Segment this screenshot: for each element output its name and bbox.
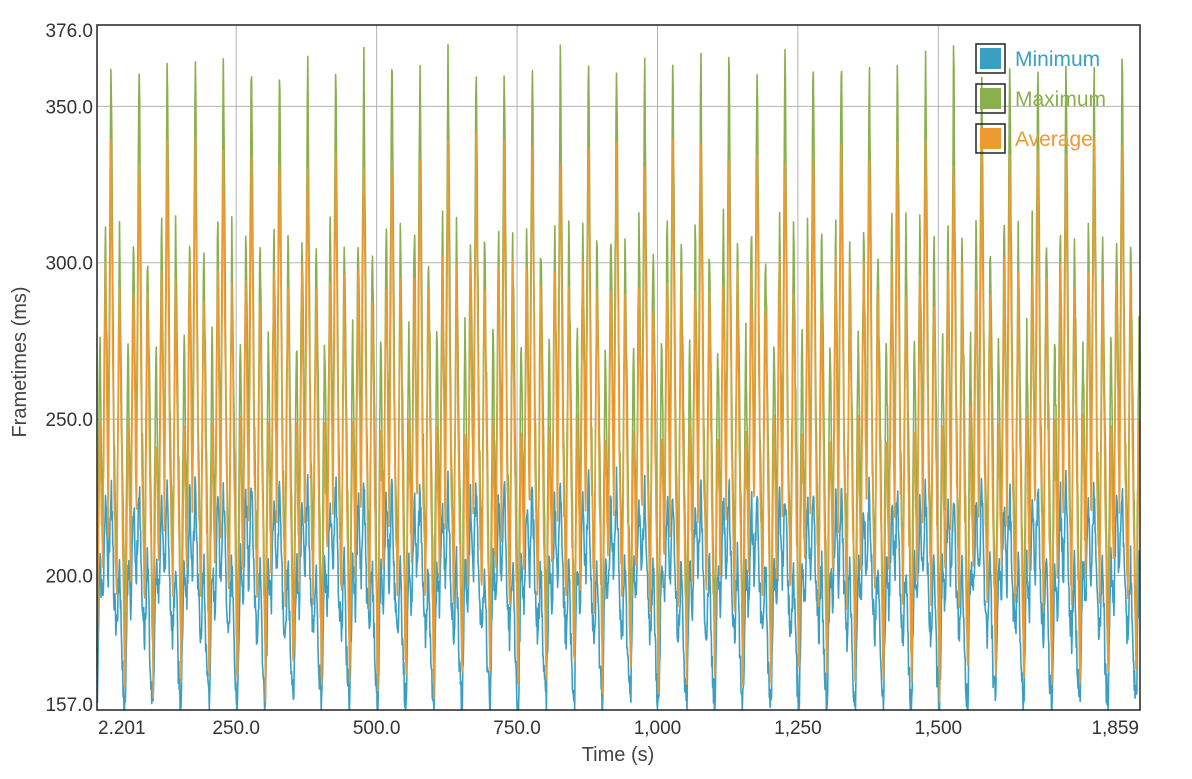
y-tick-label: 350.0 [45,97,93,118]
legend-swatch-frame [975,83,1006,114]
y-tick-label: 376.0 [45,21,93,42]
legend-swatch-maximum [980,88,1001,109]
legend: Minimum Maximum Average [975,43,1106,154]
series-line-minimum [96,466,1141,711]
x-tick-label: 500.0 [353,718,401,739]
y-tick-label: 200.0 [45,567,93,588]
y-tick-label: 157.0 [45,695,93,716]
x-tick-label: 2.201 [98,718,146,739]
x-tick-label: 1,250 [774,718,822,739]
x-axis-title: Time (s) [582,744,655,766]
plot-frame [96,24,1141,711]
y-axis-ticks: 157.0 200.0 250.0 300.0 350.0 376.0 [45,21,93,716]
x-tick-label: 1,500 [915,718,963,739]
legend-swatch-average [980,128,1001,149]
x-tick-label: 1,000 [634,718,682,739]
x-tick-label: 1,859 [1091,718,1139,739]
legend-label-minimum: Minimum [1015,48,1100,71]
legend-swatch-frame [975,43,1006,74]
y-tick-label: 250.0 [45,410,93,431]
y-axis-title: Frametimes (ms) [9,286,31,437]
legend-label-maximum: Maximum [1015,88,1106,111]
x-tick-label: 750.0 [493,718,541,739]
x-axis-ticks: 2.201 250.0 500.0 750.0 1,000 1,250 1,500 1,859 [98,718,1139,739]
series-lines [96,43,1141,711]
legend-swatch-minimum [980,48,1001,69]
series-line-average [96,131,1141,703]
legend-label-average: Average [1015,128,1093,151]
legend-swatch-frame [975,123,1006,154]
y-tick-label: 300.0 [45,254,93,275]
x-tick-label: 250.0 [212,718,260,739]
